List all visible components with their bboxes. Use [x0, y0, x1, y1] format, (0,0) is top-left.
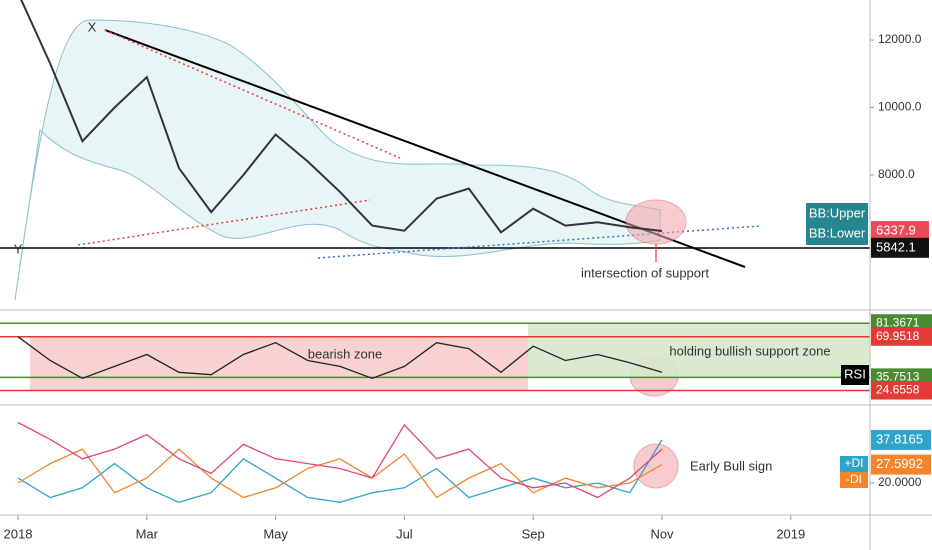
- annotation: Early Bull sign: [690, 458, 772, 473]
- annotation: holding bullish support zone: [669, 343, 830, 358]
- price-label: 5842.1: [876, 239, 916, 254]
- annotation: Y: [14, 241, 23, 256]
- level-label: 69.9518: [876, 329, 920, 343]
- price-label: 6337.9: [876, 223, 916, 238]
- price-tag: [871, 237, 929, 258]
- value-tag: [871, 454, 931, 475]
- level-tag: [871, 327, 932, 346]
- x-tick-label: May: [263, 526, 288, 541]
- legend-label: RSI: [844, 366, 866, 381]
- annotation: intersection of support: [581, 265, 709, 280]
- level-label: 35.7513: [876, 370, 920, 384]
- y-tick-label: 20.0000: [878, 475, 922, 489]
- level-tag: [871, 314, 932, 333]
- y-tick-label: 12000.0: [878, 32, 922, 46]
- annotation: X: [88, 19, 97, 34]
- value-label: 37.8165: [876, 431, 923, 446]
- legend-swatch: [840, 472, 868, 488]
- value-label: 27.5992: [876, 456, 923, 471]
- rsi-tag: [841, 365, 869, 385]
- x-tick-label: Jul: [396, 526, 413, 541]
- legend-label: BB:Upper: [809, 205, 866, 220]
- red-dotted-line: [77, 199, 371, 246]
- series-line: [17, 448, 663, 499]
- legend-label: BB:Lower: [809, 225, 866, 240]
- level-tag: [871, 381, 932, 400]
- series-line: [20, 0, 663, 234]
- level-label: 81.3671: [876, 315, 920, 329]
- level-label: 24.6558: [876, 383, 920, 397]
- y-tick-label: 10000.0: [878, 100, 922, 114]
- x-tick-label: Mar: [136, 526, 159, 541]
- blue-dotted-line: [317, 225, 761, 259]
- legend-label: +DI: [844, 456, 863, 470]
- legend-label: -DI: [846, 472, 862, 486]
- price-tag: [871, 221, 929, 242]
- bullish-zone: [528, 323, 870, 378]
- value-tag: [871, 429, 931, 450]
- x-tick-label: Sep: [522, 526, 545, 541]
- annotation: bearish zone: [308, 346, 382, 361]
- legend-swatch: [840, 456, 868, 472]
- highlight-circle: [625, 199, 687, 245]
- x-tick-label: 2018: [4, 526, 33, 541]
- legend-box: [806, 203, 868, 245]
- red-dotted-line: [104, 29, 401, 159]
- y-tick-label: 8000.0: [878, 167, 915, 181]
- bearish-zone: [30, 336, 528, 391]
- x-tick-label: 2019: [776, 526, 805, 541]
- series-line: [17, 421, 663, 499]
- highlight-circle: [633, 443, 679, 489]
- x-tick-label: Nov: [650, 526, 674, 541]
- series-line: [17, 336, 663, 380]
